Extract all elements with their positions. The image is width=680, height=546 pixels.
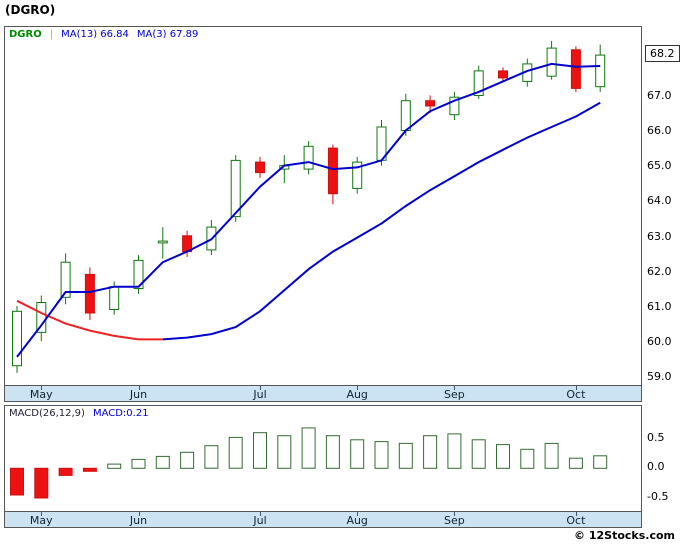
month-label: Jul: [253, 388, 267, 401]
month-tick: [575, 386, 577, 390]
month-tick: [575, 512, 577, 516]
macd-legend: MACD(26,12,9) MACD:0.21: [9, 408, 149, 419]
price-y-axis: 68.2 67.0 66.0 65.0 64.0 63.0 62.0 61.0 60.0 59.…: [645, 26, 680, 386]
price-axis-label: 61.0: [647, 299, 672, 313]
month-tick: [138, 512, 140, 516]
macd-y-axis: 0.5 0.0 -0.5: [645, 405, 679, 512]
month-label: Aug: [346, 388, 368, 401]
month-tick: [357, 386, 359, 390]
macd-axis-label: 0.0: [647, 460, 665, 474]
month-label: Oct: [566, 514, 586, 527]
legend-separator: |: [49, 29, 54, 40]
month-label: Oct: [566, 388, 586, 401]
month-label: Jun: [129, 514, 148, 527]
price-x-axis: May Jun Jul Aug Sep Oct: [4, 385, 642, 402]
month-tick: [454, 386, 456, 390]
macd-axis-label: 0.5: [647, 430, 665, 444]
price-axis-label: 67.0: [647, 89, 672, 103]
price-axis-label: 63.0: [647, 229, 672, 243]
month-tick: [260, 512, 261, 516]
legend-ma3: MA(3) 67.89: [136, 29, 199, 40]
price-chart-legend: DGRO | MA(13) 66.84 MA(3) 67.89: [9, 29, 198, 40]
price-chart-canvas: [12, 41, 606, 373]
macd-axis-label: -0.5: [647, 489, 669, 503]
macd-panel: MACD(26,12,9) MACD:0.21: [4, 405, 642, 512]
price-axis-label: 59.0: [647, 369, 672, 383]
month-tick: [454, 512, 456, 516]
last-price-label: 68.2: [645, 45, 680, 63]
price-axis-label: 66.0: [647, 124, 672, 138]
month-label: Jul: [253, 514, 267, 527]
price-axis-label: 65.0: [647, 159, 672, 173]
copyright-link[interactable]: © 12Stocks.com: [574, 529, 675, 542]
price-chart-panel: DGRO | MA(13) 66.84 MA(3) 67.89: [4, 26, 642, 386]
month-label: May: [29, 388, 53, 401]
legend-ma13: MA(13) 66.84: [61, 29, 129, 40]
month-label: Jun: [129, 388, 148, 401]
month-label: Sep: [444, 388, 465, 401]
month-tick: [138, 386, 140, 390]
price-axis-label: 62.0: [647, 264, 672, 278]
price-axis-label: 64.0: [647, 194, 672, 208]
month-label: Sep: [444, 514, 465, 527]
macd-chart-canvas: [10, 427, 608, 499]
month-label: Aug: [346, 514, 368, 527]
month-tick: [357, 512, 359, 516]
legend-symbol: DGRO: [9, 29, 42, 40]
page-title: (DGRO): [5, 3, 56, 17]
month-label: May: [29, 514, 53, 527]
macd-legend-name: MACD(26,12,9): [9, 408, 85, 419]
macd-legend-value: MACD:0.21: [92, 408, 149, 419]
month-tick: [260, 386, 261, 390]
month-tick: [41, 386, 43, 390]
month-tick: [41, 512, 43, 516]
price-axis-label: 60.0: [647, 334, 672, 348]
macd-x-axis: May Jun Jul Aug Sep Oct: [4, 511, 642, 528]
